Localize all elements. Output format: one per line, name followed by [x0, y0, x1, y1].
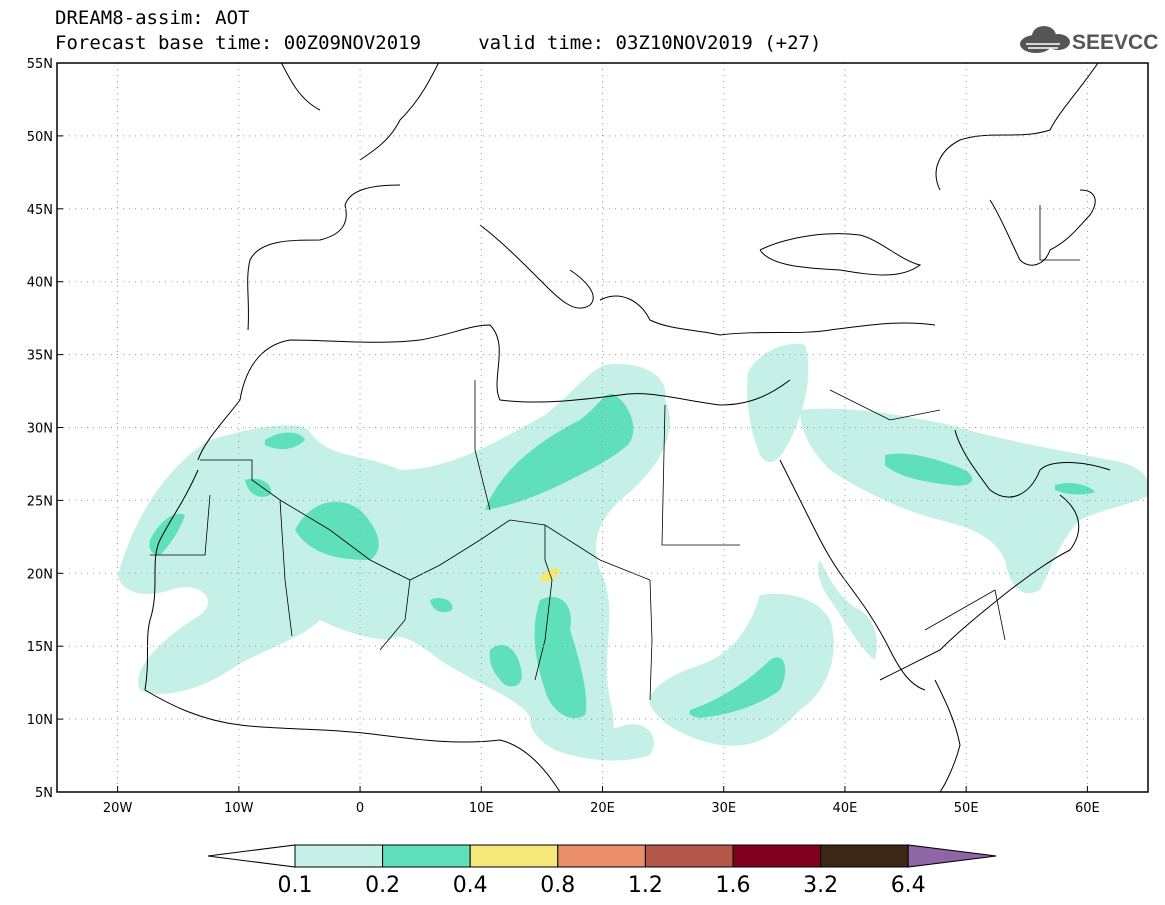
y-axis: 5N 10N 15N 20N 25N 30N 35N 40N 45N 50N 55N — [27, 57, 63, 801]
y-tick-label: 40N — [27, 276, 53, 291]
forecast-times: Forecast base time: 00Z09NOV2019 valid t… — [55, 32, 822, 54]
y-tick-label: 5N — [35, 786, 53, 801]
y-tick-label: 30N — [27, 422, 53, 437]
seevccc-logo: SEEVCCC — [1020, 26, 1158, 54]
map-title: DREAM8-assim: AOT — [55, 7, 250, 29]
colorbar-label: 1.6 — [716, 873, 751, 898]
y-tick-label: 25N — [27, 494, 53, 509]
colorbar-swatch — [820, 844, 909, 868]
y-tick-label: 10N — [27, 713, 53, 728]
y-tick-label: 45N — [27, 203, 53, 218]
x-tick-label: 20W — [103, 801, 133, 816]
y-tick-label: 15N — [27, 640, 53, 655]
aot-field — [118, 343, 1148, 761]
colorbar-label: 0.2 — [365, 873, 400, 898]
colorbar-high-arrow — [907, 844, 997, 868]
y-tick-label: 20N — [27, 567, 53, 582]
x-tick-label: 30E — [711, 801, 736, 816]
x-tick-label: 50E — [954, 801, 979, 816]
x-tick-label: 20E — [590, 801, 615, 816]
colorbar-label: 0.8 — [540, 873, 575, 898]
aot-band-0.1-0.2 — [118, 343, 1148, 761]
colorbar-label: 0.4 — [453, 873, 488, 898]
y-tick-label: 55N — [27, 57, 53, 72]
x-tick-label: 40E — [833, 801, 858, 816]
y-tick-label: 35N — [27, 349, 53, 364]
colorbar-label: 3.2 — [803, 873, 838, 898]
colorbar-label: 1.2 — [628, 873, 663, 898]
x-tick-label: 60E — [1075, 801, 1100, 816]
country-borders — [150, 205, 1080, 701]
x-axis: 20W 10W 0 10E 20E 30E 40E 50E 60E — [103, 786, 1100, 816]
colorbar-swatch — [557, 844, 646, 868]
colorbar-swatch — [382, 844, 471, 868]
coastlines — [144, 63, 1111, 792]
x-tick-label: 10W — [224, 801, 254, 816]
cloud-logo-icon — [1020, 26, 1070, 53]
y-tick-label: 50N — [27, 130, 53, 145]
logo-text: SEEVCCC — [1072, 31, 1158, 54]
colorbar-low-arrow — [207, 844, 296, 868]
colorbar-swatch — [469, 844, 559, 868]
colorbar-label: 6.4 — [891, 873, 926, 898]
x-tick-label: 10E — [469, 801, 494, 816]
colorbar: 0.1 0.2 0.4 0.8 1.2 1.6 3.2 6.4 — [207, 844, 997, 898]
colorbar-swatch — [294, 844, 384, 868]
colorbar-label: 0.1 — [278, 873, 313, 898]
x-tick-label: 0 — [356, 801, 364, 816]
colorbar-swatch — [644, 844, 734, 868]
colorbar-swatch — [732, 844, 822, 868]
